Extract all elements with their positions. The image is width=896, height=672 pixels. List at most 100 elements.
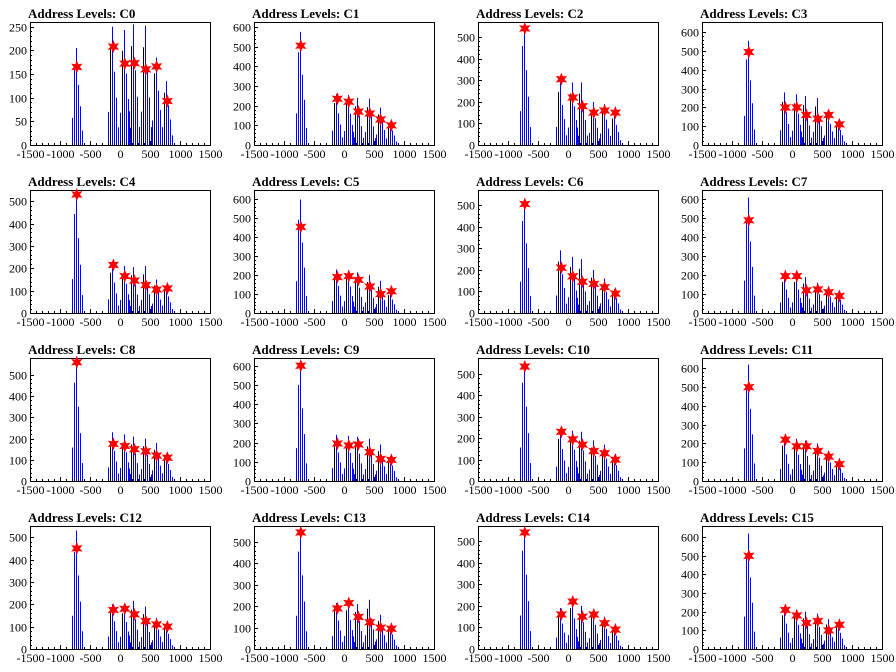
peak-marker	[364, 106, 376, 121]
y-tick-label: 300	[9, 240, 27, 254]
plot-frame	[254, 358, 435, 482]
x-tick-label: 500	[142, 483, 160, 497]
y-tick-label: 0	[245, 139, 251, 153]
x-tick-label: 1000	[169, 483, 193, 497]
x-tick-label: 0	[790, 483, 796, 497]
plot-frame	[478, 190, 659, 314]
x-tick-label: -1500	[17, 483, 45, 497]
peak-marker	[791, 439, 803, 453]
peak-marker	[822, 623, 835, 637]
x-tick-label: 0	[566, 147, 572, 161]
x-tick-label: 500	[590, 315, 608, 329]
y-tick-label: 100	[457, 454, 475, 468]
x-tick-label: -500	[304, 483, 326, 497]
y-tick-label: 400	[233, 398, 251, 412]
y-tick-label: 300	[457, 578, 475, 592]
x-tick-label: -1000	[47, 483, 75, 497]
peak-marker	[588, 277, 600, 291]
chart-panel: Address Levels: C5 0 100 200 300 400 500 600 -15…	[224, 168, 448, 336]
peak-marker	[598, 280, 611, 294]
plot-frame	[702, 526, 883, 650]
peak-marker	[107, 258, 120, 272]
x-tick-label: 500	[366, 147, 384, 161]
x-tick-label: 1500	[871, 483, 895, 497]
x-tick-label: -1500	[241, 651, 269, 665]
peak-marker	[519, 359, 531, 374]
y-tick-label: 0	[21, 475, 27, 489]
histogram-series	[520, 529, 621, 649]
peak-marker	[833, 289, 846, 303]
y-tick-label: 0	[469, 307, 475, 321]
histogram-series	[296, 363, 397, 481]
x-tick-label: 1000	[169, 315, 193, 329]
peak-marker	[609, 287, 622, 301]
y-tick-label: 150	[9, 68, 27, 82]
chart-panel: Address Levels: C11 0 100 200 300 400 500 600 -1…	[672, 336, 896, 504]
chart-title: Address Levels: C3	[700, 6, 808, 21]
x-tick-label: 0	[342, 651, 348, 665]
y-tick-label: 250	[9, 21, 27, 35]
x-tick-label: 1000	[841, 483, 865, 497]
x-tick-label: -1000	[719, 147, 747, 161]
x-tick-label: -500	[80, 483, 102, 497]
peak-marker	[119, 439, 131, 453]
histogram-series	[744, 40, 845, 145]
chart-svg: Address Levels: C40100200300400500-1500-…	[9, 174, 223, 329]
y-tick-label: 400	[681, 231, 699, 245]
y-tick-label: 500	[9, 369, 27, 383]
x-tick-label: 1500	[423, 315, 447, 329]
x-tick-label: 500	[142, 147, 160, 161]
y-tick-label: 400	[233, 60, 251, 74]
peak-marker	[812, 614, 824, 628]
chart-svg: Address Levels: C7 0 100 200 300 400 500 600 -15…	[681, 174, 895, 329]
chart-panel: Address Levels: C0 0 50 100 150 200 250 -1500 -1…	[0, 0, 224, 168]
histogram-series	[296, 530, 397, 649]
histogram-series	[72, 530, 173, 649]
peak-marker	[128, 56, 141, 70]
x-tick-label: -1500	[689, 147, 717, 161]
y-tick-label: 400	[457, 557, 475, 571]
y-tick-label: 500	[681, 381, 699, 395]
x-tick-label: -1500	[241, 315, 269, 329]
chart-panel: Address Levels: C8 0 100 200 300 400 500 -1500-…	[0, 336, 224, 504]
x-tick-label: -500	[752, 483, 774, 497]
plot-frame	[478, 22, 659, 146]
chart-panel: Address Levels: C2 0 100 200 300 400 500 -1500-…	[448, 0, 672, 168]
x-tick-label: -500	[304, 651, 326, 665]
y-tick-label: 100	[9, 621, 27, 635]
y-tick-label: 100	[681, 456, 699, 470]
y-tick-label: 500	[457, 199, 475, 213]
y-tick-label: 0	[693, 643, 699, 657]
y-tick-label: 300	[233, 579, 251, 593]
y-tick-label: 0	[469, 643, 475, 657]
peak-marker	[295, 220, 307, 234]
y-tick-label: 0	[21, 643, 27, 657]
x-tick-label: 500	[590, 483, 608, 497]
y-tick-label: 300	[681, 419, 699, 433]
y-tick-label: 500	[233, 536, 251, 550]
y-tick-label: 200	[233, 269, 251, 283]
peak-marker	[385, 622, 398, 636]
peak-marker	[128, 442, 141, 456]
y-tick-label: 100	[233, 456, 251, 470]
x-tick-label: -1000	[47, 315, 75, 329]
x-tick-label: 1500	[871, 315, 895, 329]
x-tick-label: 0	[566, 483, 572, 497]
peak-marker	[519, 525, 531, 540]
chart-svg: Address Levels: C3 0 100 200 300 400 500 600 -15…	[681, 6, 895, 161]
chart-title: Address Levels: C1	[252, 6, 359, 21]
y-tick-label: 300	[233, 80, 251, 94]
x-tick-label: -1500	[465, 147, 493, 161]
peak-marker	[519, 21, 531, 36]
peak-marker	[598, 616, 611, 630]
peak-marker	[343, 438, 355, 453]
chart-title: Address Levels: C0	[28, 6, 135, 21]
y-tick-label: 300	[9, 411, 27, 425]
y-tick-label: 200	[457, 432, 475, 446]
peak-marker	[374, 452, 387, 466]
x-tick-label: 1500	[423, 147, 447, 161]
x-tick-label: -1000	[47, 651, 75, 665]
histogram-series	[744, 533, 845, 649]
chart-panel: Address Levels: C12 0 100 200 300 400 500 -1500…	[0, 504, 224, 672]
x-tick-label: 1000	[393, 315, 417, 329]
